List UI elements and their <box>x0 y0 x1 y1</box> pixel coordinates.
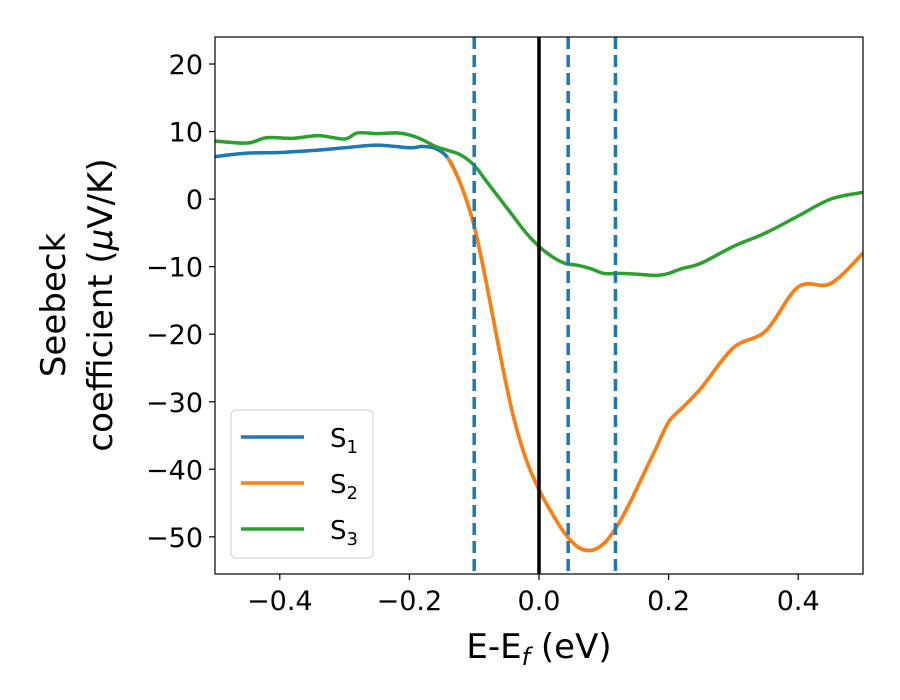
legend-items: S1 S2 S3 <box>241 424 358 550</box>
series-line-s3 <box>215 130 863 278</box>
y-tick-label: −40 <box>146 455 203 486</box>
x-tick-label: −0.2 <box>377 586 443 617</box>
y-axis-label-line2: coefficient (μV/K) <box>81 158 121 451</box>
series-layer <box>215 130 863 553</box>
series-line-s2 <box>446 156 863 553</box>
y-tick-label: 20 <box>169 50 203 81</box>
x-tick-label: −0.4 <box>247 586 313 617</box>
y-axis-label: Seebeck coefficient (μV/K) <box>34 158 121 451</box>
x-tick-label: 0.0 <box>518 586 561 617</box>
y-tick-label: −50 <box>146 523 203 554</box>
legend-label-s3: S3 <box>330 516 358 550</box>
x-tick-label: 0.4 <box>777 586 820 617</box>
y-tick-label: −30 <box>146 388 203 419</box>
reference-lines <box>472 37 618 574</box>
y-tick-label: −20 <box>146 320 203 351</box>
y-axis-label-line1: Seebeck <box>34 233 74 378</box>
legend-label-s2: S2 <box>330 470 358 504</box>
legend: S1 S2 S3 <box>230 409 374 559</box>
x-tick-label: 0.2 <box>647 586 690 617</box>
y-tick-label: 10 <box>169 118 203 149</box>
y-tick-label: −10 <box>146 253 203 284</box>
y-axis-ticks: 20 10 0 −10 −20 −30 −40 −50 <box>146 50 215 554</box>
x-axis-label: E-Ef (eV) <box>466 627 611 671</box>
legend-label-s1: S1 <box>330 424 358 458</box>
y-tick-label: 0 <box>186 185 203 216</box>
x-axis-ticks: −0.4 −0.2 0.0 0.2 0.4 <box>247 574 820 617</box>
